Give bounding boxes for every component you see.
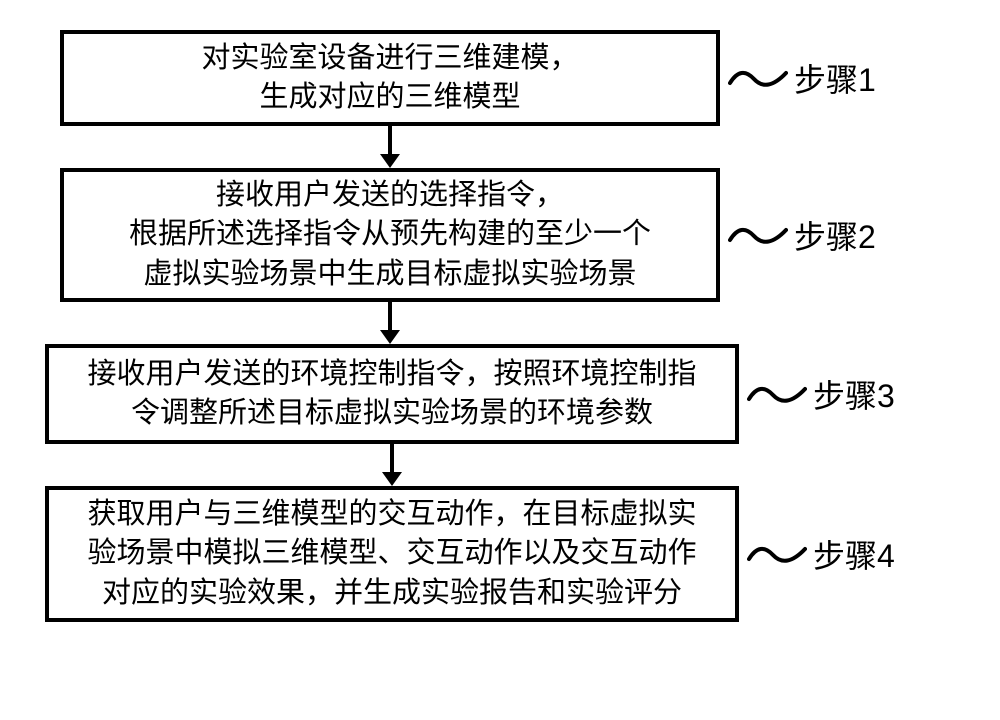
step-3-line-0: 接收用户发送的环境控制指令，按照环境控制指 (87, 355, 696, 394)
step-box-2: 接收用户发送的选择指令，根据所述选择指令从预先构建的至少一个虚拟实验场景中生成目… (60, 168, 720, 302)
step-row-1: 对实验室设备进行三维建模，生成对应的三维模型 步骤1 (40, 30, 960, 126)
step-box-3: 接收用户发送的环境控制指令，按照环境控制指令调整所述目标虚拟实验场景的环境参数 (45, 344, 739, 444)
step-label-1: 步骤1 (794, 55, 876, 101)
step-connector-1: 步骤1 (728, 55, 876, 101)
step-connector-3: 步骤3 (747, 371, 895, 417)
step-row-3: 接收用户发送的环境控制指令，按照环境控制指令调整所述目标虚拟实验场景的环境参数 … (40, 344, 960, 444)
step-2-line-0: 接收用户发送的选择指令， (216, 176, 564, 215)
step-1-line-1: 生成对应的三维模型 (259, 78, 520, 117)
step-label-2: 步骤2 (794, 212, 876, 258)
arrow-2-to-3 (40, 302, 960, 344)
arrow-3-to-4 (40, 444, 960, 486)
step-1-line-0: 对实验室设备进行三维建模， (201, 39, 578, 78)
step-connector-2: 步骤2 (728, 212, 876, 258)
step-row-4: 获取用户与三维模型的交互动作，在目标虚拟实验场景中模拟三维模型、交互动作以及交互… (40, 486, 960, 622)
step-3-line-1: 令调整所述目标虚拟实验场景的环境参数 (131, 394, 653, 433)
step-4-line-2: 对应的实验效果，并生成实验报告和实验评分 (102, 574, 682, 613)
step-2-line-1: 根据所述选择指令从预先构建的至少一个 (129, 215, 651, 254)
step-box-1: 对实验室设备进行三维建模，生成对应的三维模型 (60, 30, 720, 126)
step-label-3: 步骤3 (813, 371, 895, 417)
step-box-4: 获取用户与三维模型的交互动作，在目标虚拟实验场景中模拟三维模型、交互动作以及交互… (45, 486, 739, 622)
step-connector-4: 步骤4 (747, 531, 895, 577)
arrow-1-to-2 (40, 126, 960, 168)
step-label-4: 步骤4 (813, 531, 895, 577)
step-4-line-1: 验场景中模拟三维模型、交互动作以及交互动作 (87, 534, 696, 573)
step-row-2: 接收用户发送的选择指令，根据所述选择指令从预先构建的至少一个虚拟实验场景中生成目… (40, 168, 960, 302)
step-4-line-0: 获取用户与三维模型的交互动作，在目标虚拟实 (87, 495, 696, 534)
step-2-line-2: 虚拟实验场景中生成目标虚拟实验场景 (143, 255, 636, 294)
